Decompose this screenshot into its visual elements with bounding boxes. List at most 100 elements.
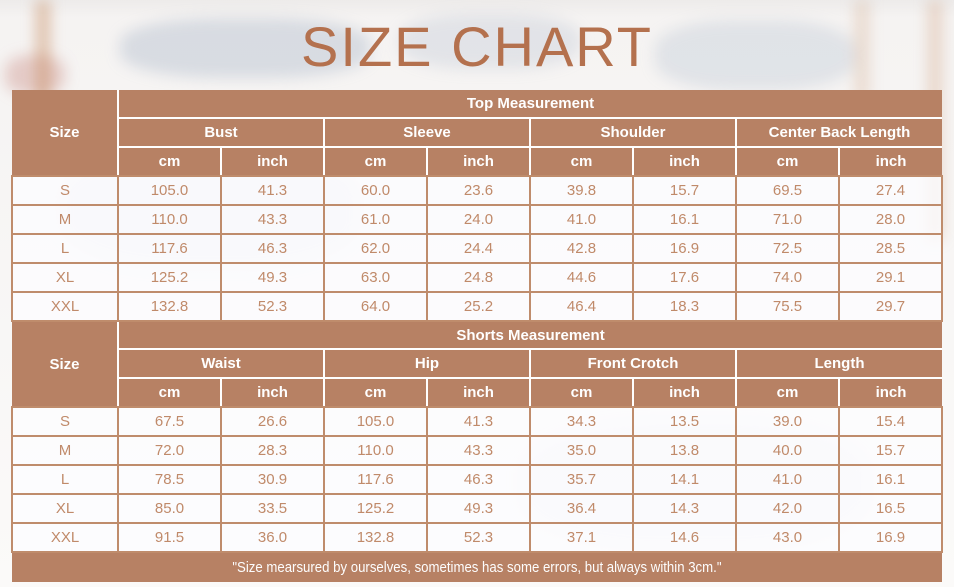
size-column-header: Size: [12, 90, 119, 177]
value-cell: 64.0: [323, 291, 428, 322]
value-cell: 34.3: [529, 406, 634, 437]
value-cell: 49.3: [220, 262, 325, 293]
size-cell: M: [11, 204, 119, 235]
table-row: XL 85.0 33.5 125.2 49.3 36.4 14.3 42.0 16.5: [11, 493, 943, 524]
value-cell: 67.5: [117, 406, 222, 437]
unit-header: inch: [426, 146, 531, 177]
size-cell: M: [11, 435, 119, 466]
value-cell: 14.1: [632, 464, 737, 495]
value-cell: 78.5: [117, 464, 222, 495]
value-cell: 71.0: [735, 204, 840, 235]
value-cell: 132.8: [117, 291, 222, 322]
value-cell: 75.5: [735, 291, 840, 322]
table-row: Size Shorts Measurement: [12, 320, 942, 408]
value-cell: 16.9: [632, 233, 737, 264]
value-cell: 49.3: [426, 493, 531, 524]
value-cell: 43.3: [220, 204, 325, 235]
value-cell: 23.6: [426, 175, 531, 206]
value-cell: 44.6: [529, 262, 634, 293]
background-blur-shape: [5, 55, 65, 95]
column-group-header: Waist: [118, 348, 325, 379]
value-cell: 110.0: [117, 204, 222, 235]
value-cell: 33.5: [220, 493, 325, 524]
value-cell: 52.3: [220, 291, 325, 322]
value-cell: 35.0: [529, 435, 634, 466]
value-cell: 13.5: [632, 406, 737, 437]
value-cell: 41.3: [220, 175, 325, 206]
column-group-header: Bust: [118, 117, 325, 148]
value-cell: 91.5: [117, 522, 222, 553]
size-chart-body: Size Top Measurement Bust Sleeve Shoulder Cen…: [11, 90, 943, 582]
value-cell: 117.6: [323, 464, 428, 495]
value-cell: 28.3: [220, 435, 325, 466]
size-cell: S: [11, 175, 119, 206]
value-cell: 41.3: [426, 406, 531, 437]
table-row: S 67.5 26.6 105.0 41.3 34.3 13.5 39.0 15.4: [11, 406, 943, 437]
value-cell: 29.7: [838, 291, 943, 322]
value-cell: 46.3: [220, 233, 325, 264]
unit-header: inch: [838, 146, 942, 177]
background-blur-shape: [120, 18, 370, 78]
size-cell: XL: [11, 262, 119, 293]
value-cell: 39.8: [529, 175, 634, 206]
value-cell: 69.5: [735, 175, 840, 206]
value-cell: 62.0: [323, 233, 428, 264]
value-cell: 110.0: [323, 435, 428, 466]
column-group-header: Sleeve: [323, 117, 531, 148]
value-cell: 125.2: [323, 493, 428, 524]
column-group-header: Center Back Length: [735, 117, 942, 148]
value-cell: 46.4: [529, 291, 634, 322]
table-row: cm inch cm inch cm inch cm inch: [12, 377, 942, 408]
value-cell: 72.0: [117, 435, 222, 466]
value-cell: 29.1: [838, 262, 943, 293]
value-cell: 52.3: [426, 522, 531, 553]
value-cell: 46.3: [426, 464, 531, 495]
section-title: Shorts Measurement: [117, 320, 942, 350]
value-cell: 24.4: [426, 233, 531, 264]
size-cell: L: [11, 464, 119, 495]
size-chart-table: Size Top Measurement Bust Sleeve Shoulder Cen…: [11, 90, 943, 582]
table-row: Bust Sleeve Shoulder Center Back Length: [12, 117, 942, 148]
value-cell: 24.8: [426, 262, 531, 293]
unit-header: cm: [323, 377, 428, 408]
size-cell: S: [11, 406, 119, 437]
value-cell: 30.9: [220, 464, 325, 495]
table-row: Waist Hip Front Crotch Length: [12, 348, 942, 379]
value-cell: 18.3: [632, 291, 737, 322]
table-row: XXL 132.8 52.3 64.0 25.2 46.4 18.3 75.5 29.7: [11, 291, 943, 322]
value-cell: 60.0: [323, 175, 428, 206]
value-cell: 132.8: [323, 522, 428, 553]
column-group-header: Front Crotch: [529, 348, 737, 379]
value-cell: 24.0: [426, 204, 531, 235]
value-cell: 26.6: [220, 406, 325, 437]
unit-header: cm: [323, 146, 428, 177]
unit-header: inch: [426, 377, 531, 408]
size-cell: XXL: [11, 291, 119, 322]
value-cell: 117.6: [117, 233, 222, 264]
size-cell: XL: [11, 493, 119, 524]
table-row: XL 125.2 49.3 63.0 24.8 44.6 17.6 74.0 29.1: [11, 262, 943, 293]
value-cell: 15.7: [632, 175, 737, 206]
background-blur-shape: [400, 14, 580, 69]
background-blur-shape: [655, 20, 855, 90]
column-group-header: Length: [735, 348, 942, 379]
value-cell: 125.2: [117, 262, 222, 293]
table-row: cm inch cm inch cm inch cm inch: [12, 146, 942, 177]
table-row: L 117.6 46.3 62.0 24.4 42.8 16.9 72.5 28.5: [11, 233, 943, 264]
value-cell: 16.5: [838, 493, 943, 524]
size-cell: L: [11, 233, 119, 264]
background-blur-shape: [855, 0, 869, 100]
footer-note-cell: "Size mearsured by ourselves, sometimes …: [12, 552, 942, 582]
value-cell: 17.6: [632, 262, 737, 293]
value-cell: 61.0: [323, 204, 428, 235]
value-cell: 42.8: [529, 233, 634, 264]
unit-header: cm: [118, 377, 222, 408]
value-cell: 74.0: [735, 262, 840, 293]
value-cell: 41.0: [735, 464, 840, 495]
value-cell: 15.4: [838, 406, 943, 437]
value-cell: 15.7: [838, 435, 943, 466]
page-title: SIZE CHART: [301, 15, 653, 78]
table-row: S 105.0 41.3 60.0 23.6 39.8 15.7 69.5 27.4: [11, 175, 943, 206]
value-cell: 72.5: [735, 233, 840, 264]
